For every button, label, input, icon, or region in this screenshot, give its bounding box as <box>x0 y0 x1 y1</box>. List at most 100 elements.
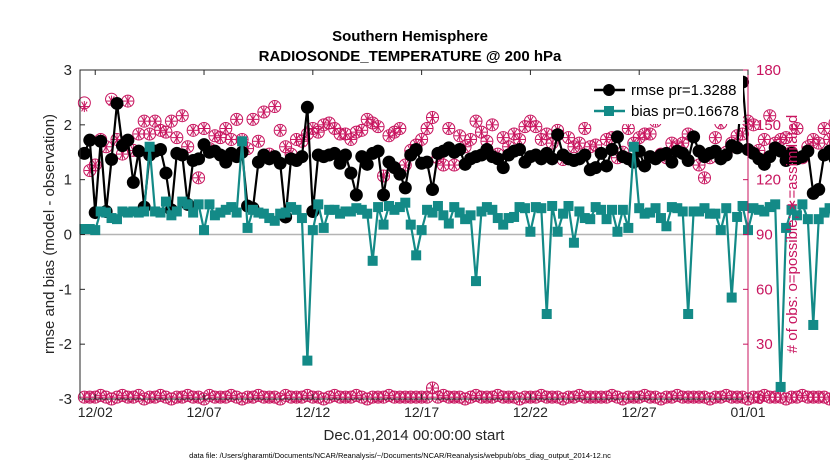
left-tick-label: 1 <box>64 172 72 189</box>
rmse-point <box>600 159 614 173</box>
bias-point <box>242 222 253 233</box>
right-tick-label: 150 <box>756 117 781 134</box>
rmse-point <box>594 146 608 160</box>
left-tick-label: 0 <box>64 227 72 244</box>
left-axis: -3 -2 -1 0 1 2 3 <box>59 62 85 408</box>
obs-possible-marker <box>268 100 282 114</box>
bias-point <box>291 204 302 215</box>
obs-assimilated-marker <box>818 122 830 134</box>
rmse-point <box>665 155 679 169</box>
obs-assimilated-marker <box>171 132 183 144</box>
bias-point <box>139 206 150 217</box>
rmse-point <box>823 144 830 158</box>
rmse-point <box>94 134 108 148</box>
bias-point <box>666 202 677 213</box>
bias-point <box>694 206 705 217</box>
bias-point <box>111 214 122 225</box>
bias-point <box>422 204 433 215</box>
left-tick-label: -3 <box>59 391 72 408</box>
bias-point <box>166 210 177 221</box>
left-tick-label: 3 <box>64 62 72 79</box>
obs-possible-marker <box>219 121 233 135</box>
bias-point <box>438 210 449 221</box>
obs-possible-marker <box>371 120 385 134</box>
x-tick-label: 12/27 <box>622 404 657 420</box>
obs-possible-marker <box>469 114 483 128</box>
obs-possible-marker <box>828 118 830 128</box>
bias-point <box>617 204 628 215</box>
bias-point <box>405 219 416 230</box>
chart-subtitle: RADIOSONDE_TEMPERATURE @ 200 hPa <box>259 48 562 65</box>
rmse-point <box>551 128 565 142</box>
obs-assimilated-marker <box>187 124 199 136</box>
obs-possible-marker <box>415 132 429 146</box>
obs-assimilated-marker <box>247 113 259 125</box>
bias-point <box>454 207 465 218</box>
bias-point <box>133 207 144 218</box>
rmse-point <box>344 166 358 180</box>
bias-point <box>389 204 400 215</box>
obs-possible-marker <box>175 109 189 123</box>
obs-possible-marker <box>529 120 543 134</box>
bias-point <box>579 213 590 224</box>
obs-assimilated-marker <box>470 115 482 127</box>
rmse-point <box>801 144 815 158</box>
bias-point <box>726 292 737 303</box>
rmse-point <box>295 150 309 164</box>
bias-point <box>296 213 307 224</box>
bias-point <box>383 200 394 211</box>
obs-possible-marker <box>464 132 478 146</box>
bias-point <box>247 204 258 215</box>
bias-point <box>541 309 552 320</box>
rmse-point <box>605 143 619 157</box>
bias-point <box>476 206 487 217</box>
obs-possible-marker <box>697 171 711 185</box>
rmse-point <box>328 146 342 160</box>
bias-point <box>590 202 601 213</box>
plot-area <box>77 69 830 406</box>
bias-point <box>318 222 329 233</box>
bias-point <box>90 225 101 236</box>
rmse-point <box>409 143 423 157</box>
obs-assimilated-marker <box>394 122 406 134</box>
obs-assimilated-marker <box>421 391 433 403</box>
obs-assimilated-marker <box>421 122 433 134</box>
obs-assimilated-marker <box>764 110 776 122</box>
obs-assimilated-marker <box>622 122 634 134</box>
right-tick-label: 180 <box>756 62 781 79</box>
bias-point <box>514 202 525 213</box>
obs-assimilated-marker <box>214 132 226 144</box>
right-tick-label: 90 <box>756 227 773 244</box>
bias-point <box>155 207 166 218</box>
obs-assimilated-marker <box>780 132 792 144</box>
obs-assimilated-marker <box>274 124 286 136</box>
bias-point <box>688 206 699 217</box>
bias-point <box>188 207 199 218</box>
x-tick-label: 01/01 <box>730 404 765 420</box>
right-tick-label: 120 <box>756 172 781 189</box>
x-tick-label: 12/22 <box>513 404 548 420</box>
obs-assimilated-marker <box>465 133 477 145</box>
obs-possible-marker <box>485 118 499 132</box>
rmse-point <box>730 141 744 155</box>
bias-point <box>797 199 808 210</box>
obs-assimilated-marker <box>530 121 542 133</box>
obs-assimilated-marker <box>280 141 292 153</box>
obs-assimilated-marker <box>486 119 498 131</box>
bias-point <box>704 208 715 219</box>
rmse-series <box>77 75 830 224</box>
bias-point <box>373 202 384 213</box>
x-tick-label: 12/07 <box>187 404 222 420</box>
bias-point <box>237 136 248 147</box>
obs-possible-marker <box>170 131 184 145</box>
bias-point <box>345 206 356 217</box>
obs-assimilated-marker <box>562 132 574 144</box>
bias-point <box>307 225 318 236</box>
obs-assimilated-marker <box>160 126 172 138</box>
bias-point <box>79 224 90 235</box>
bias-point <box>770 199 781 210</box>
bias-point <box>759 206 770 217</box>
rmse-point <box>349 188 363 202</box>
rmse-point <box>192 152 206 166</box>
bias-point <box>808 319 819 330</box>
